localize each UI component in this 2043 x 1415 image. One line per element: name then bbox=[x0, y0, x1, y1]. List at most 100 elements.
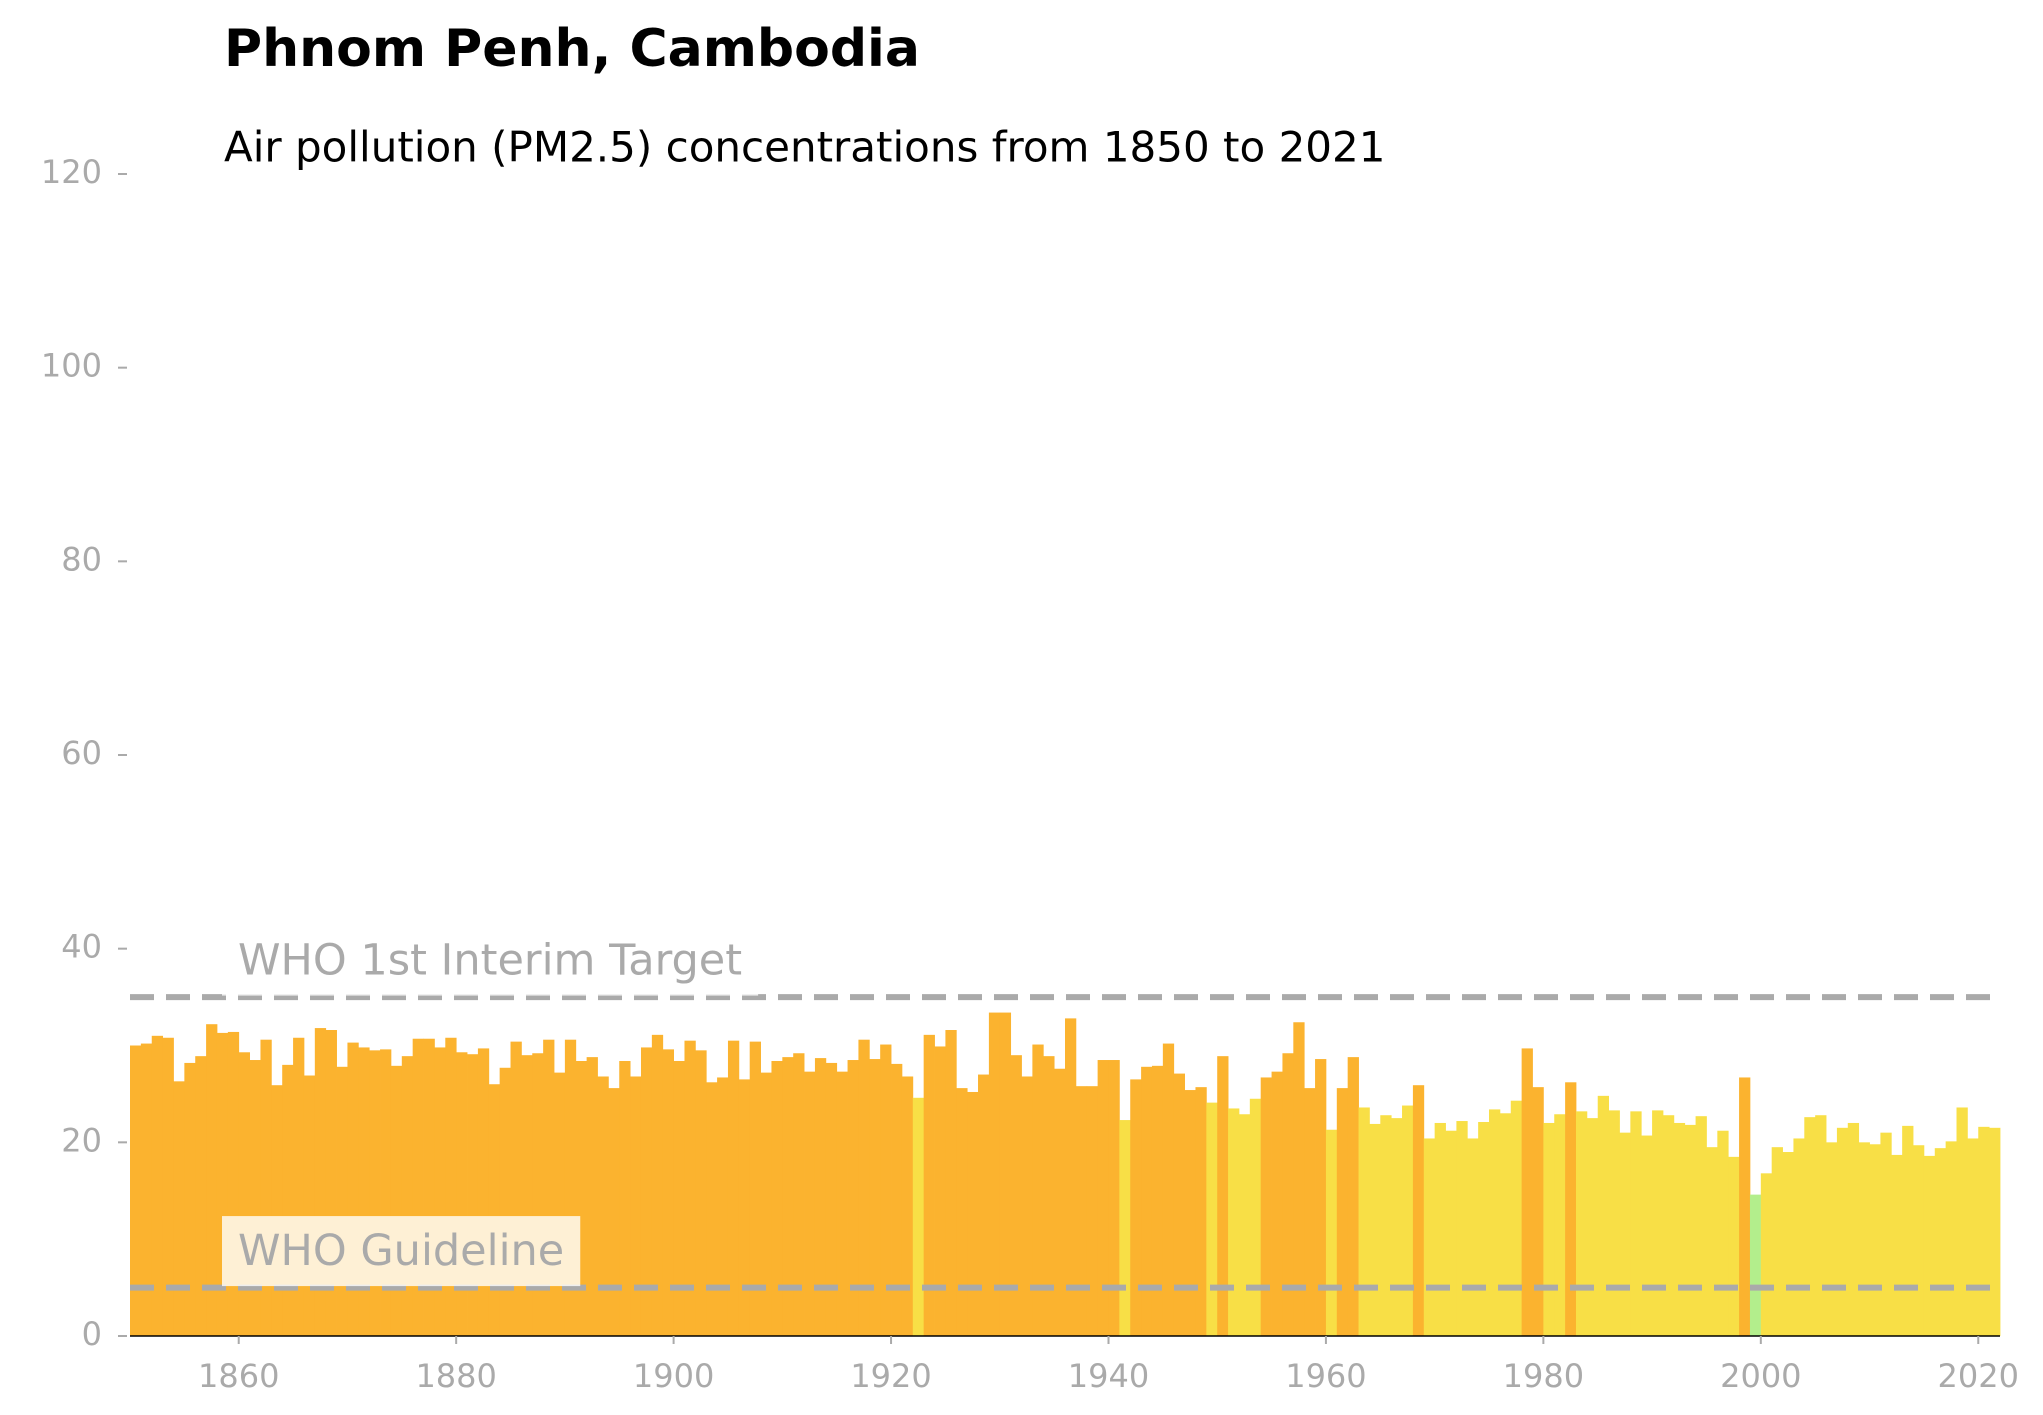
bar bbox=[423, 1038, 435, 1336]
bar bbox=[1565, 1082, 1577, 1336]
bar bbox=[173, 1081, 185, 1336]
x-tick-label: 2020 bbox=[1938, 1357, 2019, 1395]
bar bbox=[1902, 1125, 1914, 1336]
bar bbox=[1847, 1122, 1860, 1336]
bar bbox=[630, 1076, 642, 1336]
bar bbox=[597, 1076, 609, 1336]
bar bbox=[1347, 1057, 1359, 1336]
bar bbox=[1010, 1055, 1022, 1336]
bar bbox=[1978, 1126, 1990, 1336]
bar bbox=[532, 1053, 544, 1336]
bar bbox=[847, 1060, 859, 1336]
bar bbox=[717, 1077, 729, 1336]
bar bbox=[543, 1039, 555, 1336]
bar bbox=[1108, 1060, 1120, 1336]
y-tick-label: 100 bbox=[41, 347, 102, 385]
bar bbox=[1456, 1121, 1468, 1336]
bar bbox=[945, 1030, 957, 1336]
reference-label-box bbox=[222, 1216, 581, 1287]
bar bbox=[999, 1012, 1012, 1336]
bar bbox=[684, 1040, 696, 1336]
bar bbox=[923, 1034, 935, 1336]
bar bbox=[662, 1049, 675, 1336]
y-tick-label: 60 bbox=[61, 734, 102, 772]
bar bbox=[978, 1074, 990, 1336]
bar bbox=[1141, 1066, 1153, 1336]
bar bbox=[880, 1044, 892, 1336]
bar bbox=[771, 1060, 783, 1336]
bar bbox=[1184, 1090, 1196, 1336]
bar bbox=[1336, 1088, 1349, 1336]
x-tick-label: 2000 bbox=[1720, 1357, 1801, 1395]
bar bbox=[1771, 1147, 1783, 1336]
bar bbox=[249, 1060, 261, 1336]
bar bbox=[336, 1066, 348, 1336]
bar bbox=[1173, 1073, 1185, 1336]
reference-label: WHO 1st Interim Target bbox=[238, 936, 742, 986]
bar bbox=[1282, 1053, 1294, 1336]
bar bbox=[1891, 1154, 1903, 1336]
x-tick-label: 1900 bbox=[633, 1357, 714, 1395]
bar bbox=[1391, 1118, 1403, 1336]
bar bbox=[1826, 1142, 1838, 1336]
bar bbox=[1782, 1152, 1794, 1336]
bar bbox=[1260, 1077, 1272, 1336]
bar bbox=[640, 1047, 653, 1336]
bar bbox=[445, 1037, 457, 1336]
bar bbox=[1717, 1130, 1729, 1336]
bar bbox=[1162, 1043, 1175, 1336]
bar bbox=[1739, 1077, 1751, 1336]
bar bbox=[1228, 1108, 1240, 1336]
bar bbox=[1815, 1115, 1827, 1336]
bar bbox=[1097, 1060, 1109, 1336]
bar bbox=[869, 1059, 881, 1336]
bar bbox=[1021, 1076, 1033, 1336]
bar bbox=[1130, 1079, 1142, 1336]
bar bbox=[314, 1028, 327, 1336]
bar bbox=[1325, 1129, 1338, 1336]
bar bbox=[836, 1071, 848, 1336]
bar bbox=[793, 1053, 805, 1336]
bar bbox=[510, 1041, 522, 1336]
bar bbox=[1869, 1144, 1881, 1336]
bar bbox=[695, 1050, 707, 1336]
bar bbox=[1402, 1105, 1414, 1336]
bar bbox=[1684, 1124, 1696, 1336]
bar bbox=[858, 1039, 870, 1336]
bar bbox=[1858, 1142, 1870, 1336]
bar bbox=[1608, 1110, 1620, 1336]
bar bbox=[564, 1039, 577, 1336]
bar bbox=[1913, 1145, 1925, 1336]
x-tick-label: 1980 bbox=[1503, 1357, 1584, 1395]
bar bbox=[1271, 1071, 1283, 1336]
bar bbox=[1836, 1127, 1849, 1336]
bar bbox=[956, 1088, 968, 1336]
bar bbox=[1673, 1122, 1686, 1336]
bar bbox=[1206, 1102, 1218, 1336]
bar bbox=[390, 1065, 403, 1336]
x-tick-label: 1960 bbox=[1285, 1357, 1366, 1395]
bar bbox=[1217, 1056, 1229, 1336]
bar bbox=[1543, 1122, 1555, 1336]
bar bbox=[227, 1031, 240, 1336]
bar bbox=[303, 1075, 316, 1336]
bar bbox=[1499, 1113, 1512, 1336]
bar bbox=[1521, 1048, 1533, 1336]
bar bbox=[401, 1056, 414, 1336]
bar bbox=[195, 1056, 207, 1336]
bar bbox=[325, 1030, 337, 1336]
bar bbox=[1749, 1194, 1762, 1336]
bar bbox=[1706, 1147, 1718, 1336]
bar bbox=[369, 1050, 381, 1336]
bar bbox=[1119, 1120, 1131, 1336]
bar bbox=[358, 1047, 370, 1336]
bar bbox=[206, 1024, 218, 1336]
bar bbox=[1760, 1173, 1773, 1336]
bar bbox=[1151, 1065, 1164, 1336]
reference-label: WHO Guideline bbox=[238, 1226, 564, 1276]
bar bbox=[1597, 1095, 1610, 1336]
bar bbox=[1793, 1138, 1805, 1336]
bar bbox=[347, 1042, 359, 1336]
bar bbox=[1293, 1022, 1305, 1336]
